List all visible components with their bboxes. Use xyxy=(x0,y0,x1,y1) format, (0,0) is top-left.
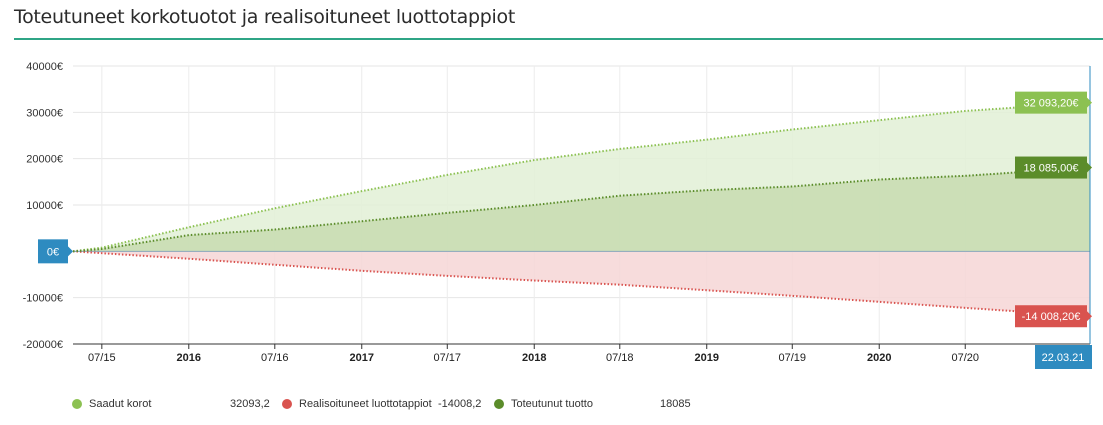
legend-marker-icon xyxy=(282,399,292,409)
area-chart: 40000€ 30000€ 20000€ 10000€ -10000€ -20000€ 07… xyxy=(23,61,1092,369)
y-tick-label: -10000€ xyxy=(23,293,63,305)
y-tick-label: 30000€ xyxy=(26,107,63,119)
legend-item[interactable]: Toteutunut tuotto xyxy=(494,398,593,410)
legend-label: Saadut korot xyxy=(89,398,152,410)
x-tick-label: 2016 xyxy=(177,352,201,364)
series-line-toteutunut-tuotto xyxy=(72,166,1091,253)
legend-item[interactable]: Saadut korot xyxy=(72,398,151,410)
x-tick-label: 2020 xyxy=(867,352,891,364)
series-line-saadut-korot xyxy=(72,101,1091,253)
end-value-badge xyxy=(1015,91,1087,114)
x-tick-label: 2018 xyxy=(522,352,546,364)
legend-label: Toteutunut tuotto xyxy=(511,398,593,410)
legend-marker-icon xyxy=(494,399,504,409)
series-area-realisoituneet-luottotappiot xyxy=(73,251,1090,317)
chart-title: Toteutuneet korkotuotot ja realisoitunee… xyxy=(14,6,515,28)
end-value-badge-pointer xyxy=(1087,162,1092,173)
y-tick-label: -20000€ xyxy=(23,339,63,351)
end-value-label: -14 008,20€ xyxy=(1022,311,1081,323)
x-tick-label: 07/18 xyxy=(606,352,634,364)
x-tick-label: 07/15 xyxy=(88,352,116,364)
zero-badge xyxy=(38,239,68,264)
x-tick-label: 07/16 xyxy=(261,352,289,364)
legend-marker-icon xyxy=(72,399,82,409)
end-value-badge xyxy=(1015,156,1087,179)
legend-item[interactable]: Realisoituneet luottotappiot xyxy=(282,398,432,410)
zero-badge-label: 0€ xyxy=(47,246,59,258)
legend-value: -14008,2 xyxy=(438,398,482,410)
date-badge-label: 22.03.21 xyxy=(1042,352,1085,364)
zero-badge-pointer xyxy=(68,246,73,257)
series-line-realisoituneet-luottotappiot xyxy=(72,250,1091,318)
series-area-toteutunut-tuotto xyxy=(73,167,1090,252)
y-tick-label: 20000€ xyxy=(26,154,63,166)
legend-value: 32093,2 xyxy=(230,398,270,410)
x-tick-label: 07/19 xyxy=(779,352,807,364)
y-tick-label: 10000€ xyxy=(26,200,63,212)
y-tick-label: 40000€ xyxy=(26,61,63,73)
end-value-badge-pointer xyxy=(1087,311,1092,322)
end-value-badge-pointer xyxy=(1087,97,1092,108)
end-value-label: 32 093,20€ xyxy=(1023,98,1078,110)
legend-label: Realisoituneet luottotappiot xyxy=(299,398,432,410)
legend: Saadut korot 32093,2 Realisoituneet luotto… xyxy=(0,398,1103,418)
date-badge xyxy=(1035,345,1092,369)
end-value-label: 18 085,00€ xyxy=(1023,163,1078,175)
end-value-badge xyxy=(1015,305,1087,328)
x-tick-label: 2019 xyxy=(694,352,718,364)
x-tick-label: 2017 xyxy=(350,352,374,364)
x-tick-label: 07/17 xyxy=(434,352,462,364)
x-tick-label: 07/20 xyxy=(951,352,979,364)
title-divider xyxy=(14,38,1103,40)
legend-value: 18085 xyxy=(660,398,691,410)
